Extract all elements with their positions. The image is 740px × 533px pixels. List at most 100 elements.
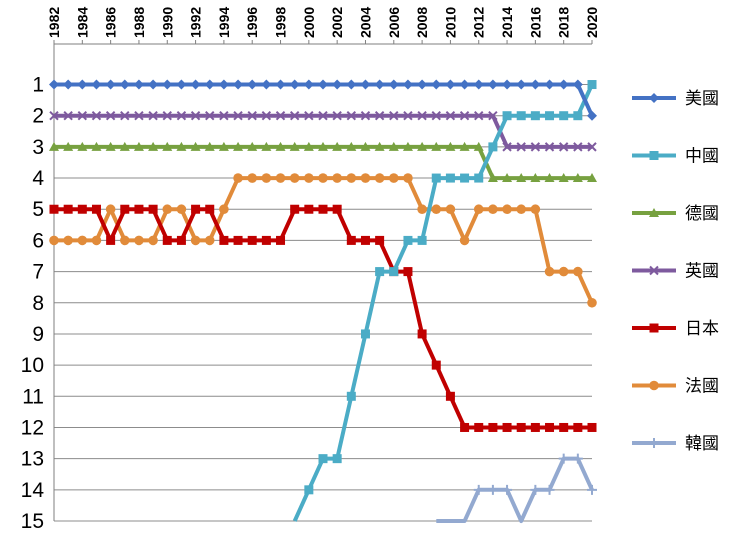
x-tick-label: 1982 [46, 7, 62, 38]
data-point [544, 79, 555, 90]
data-point [530, 484, 541, 495]
data-point [275, 110, 286, 121]
data-point [530, 111, 540, 121]
data-point [417, 329, 427, 339]
series-2 [49, 141, 597, 183]
y-tick-label: 2 [32, 105, 44, 128]
data-point [191, 204, 201, 214]
data-point [148, 235, 158, 246]
data-point [431, 141, 442, 151]
data-point [77, 110, 88, 121]
legend-item: 日本 [632, 319, 719, 339]
legend-label: 中國 [685, 147, 719, 167]
data-point [148, 204, 158, 214]
data-point [247, 110, 257, 121]
data-point-legend [649, 93, 659, 103]
data-point [134, 235, 144, 246]
data-point [587, 142, 597, 152]
data-point [162, 79, 173, 90]
data-point [247, 141, 258, 151]
y-tick-label: 14 [21, 479, 45, 502]
y-tick-label: 10 [21, 354, 44, 377]
data-point [332, 204, 342, 214]
data-point [502, 111, 512, 121]
data-point [516, 204, 527, 215]
data-point [417, 79, 428, 90]
data-point [134, 204, 144, 214]
data-point [530, 173, 541, 183]
data-point [91, 79, 102, 90]
data-point [148, 79, 159, 90]
data-point [502, 142, 512, 152]
data-point [303, 79, 314, 90]
x-tick-label: 2000 [301, 7, 317, 38]
legend-label: 美國 [685, 89, 719, 109]
data-point [63, 110, 73, 121]
data-point [218, 141, 229, 151]
legend-item: 中國 [632, 147, 719, 167]
data-point [487, 79, 498, 90]
data-point [488, 142, 498, 152]
data-point [304, 204, 314, 214]
data-point [403, 173, 413, 183]
data-point [91, 235, 102, 246]
data-point [431, 173, 441, 183]
legend-label: 德國 [685, 204, 719, 224]
data-point [374, 173, 385, 183]
data-point [77, 79, 88, 90]
data-point [190, 110, 201, 121]
x-tick-label: 1990 [159, 7, 175, 38]
data-point [332, 110, 342, 121]
data-point [431, 204, 442, 215]
data-point [91, 141, 102, 151]
data-point [261, 141, 272, 151]
legend-item: 韓國 [632, 434, 719, 454]
data-point [119, 141, 130, 151]
data-point [375, 267, 385, 277]
data-point [218, 79, 229, 90]
data-point [133, 79, 144, 90]
data-point [473, 141, 484, 151]
data-point [233, 235, 243, 245]
data-point [559, 422, 569, 432]
data-point [176, 204, 187, 215]
data-point [120, 204, 130, 214]
legend-label: 日本 [685, 319, 719, 339]
data-point [572, 79, 583, 90]
series-4 [49, 204, 597, 432]
data-point [162, 141, 173, 151]
data-point [445, 141, 456, 151]
data-point [459, 141, 470, 151]
data-point [417, 110, 427, 121]
x-tick-label: 1998 [273, 7, 289, 38]
data-point [502, 79, 513, 90]
y-tick-label: 15 [21, 510, 44, 533]
data-point [558, 173, 569, 183]
data-point [459, 110, 470, 121]
data-point [558, 79, 569, 90]
data-point [162, 235, 172, 245]
data-point [487, 173, 498, 183]
data-point [120, 110, 130, 121]
x-tick-label: 2012 [471, 7, 487, 38]
data-point [545, 422, 555, 432]
data-point [332, 454, 342, 464]
data-point [346, 110, 357, 121]
data-point [205, 204, 215, 214]
data-point [573, 422, 583, 432]
x-tick-label: 2018 [556, 7, 572, 38]
y-tick-label: 6 [32, 229, 44, 252]
data-point [318, 173, 328, 183]
x-tick-label: 1996 [244, 7, 260, 38]
data-point [417, 141, 428, 151]
y-tick-label: 13 [21, 448, 44, 471]
data-point [516, 142, 526, 152]
data-point [346, 79, 357, 90]
data-point [388, 173, 399, 183]
data-point [402, 141, 413, 151]
data-point [261, 235, 271, 245]
data-point [445, 204, 456, 215]
data-point [573, 111, 583, 121]
legend-label: 法國 [685, 377, 719, 397]
data-point [275, 141, 286, 151]
